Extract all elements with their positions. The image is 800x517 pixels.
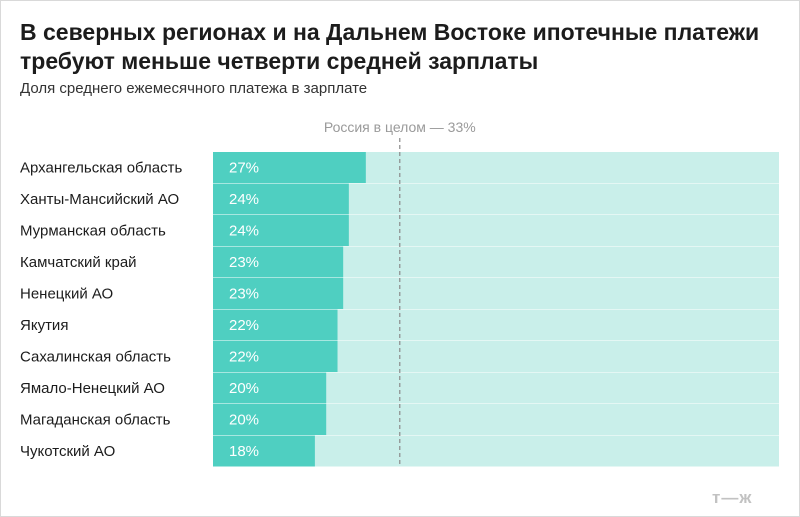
bar — [213, 246, 344, 278]
publisher-logo: т—ж — [712, 488, 753, 507]
chart-title: В северных регионах и на Дальнем Востоке… — [20, 19, 760, 74]
value-label: 24% — [229, 223, 259, 240]
value-label: 22% — [229, 317, 259, 334]
category-label: Ямало-Ненецкий АО — [20, 380, 165, 397]
bar — [213, 341, 338, 372]
value-label: 20% — [229, 412, 259, 429]
bar — [213, 183, 349, 215]
bar — [213, 435, 315, 467]
value-label: 23% — [229, 286, 259, 303]
bar — [213, 215, 349, 246]
category-label: Мурманская область — [20, 223, 166, 240]
value-label: 24% — [229, 191, 259, 208]
bar — [213, 152, 366, 183]
category-label: Ханты-Мансийский АО — [20, 191, 179, 208]
chart-subtitle: Доля среднего ежемесячного платежа в зар… — [20, 80, 368, 97]
category-label: Сахалинская область — [20, 349, 171, 366]
reference-label: Россия в целом — 33% — [324, 119, 476, 135]
value-label: 18% — [229, 443, 259, 460]
category-label: Магаданская область — [20, 412, 171, 429]
category-label: Камчатский край — [20, 254, 137, 271]
category-label: Якутия — [20, 317, 68, 334]
value-label: 22% — [229, 349, 259, 366]
value-label: 27% — [229, 160, 259, 177]
value-label: 23% — [229, 254, 259, 271]
value-label: 20% — [229, 380, 259, 397]
category-label: Ненецкий АО — [20, 286, 113, 303]
bar — [213, 372, 327, 404]
bar — [213, 309, 338, 341]
bar — [213, 278, 344, 309]
category-label: Архангельская область — [20, 160, 182, 177]
category-label: Чукотский АО — [20, 443, 115, 460]
bar — [213, 404, 327, 435]
